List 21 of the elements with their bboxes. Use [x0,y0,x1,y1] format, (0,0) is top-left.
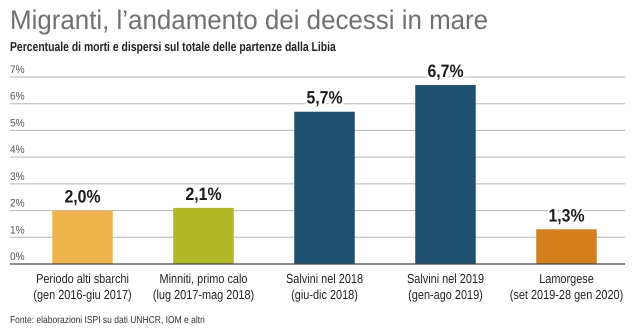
y-tick-label: 2% [10,197,25,210]
y-tick-label: 7% [10,64,25,76]
data-label: 5,7% [306,88,343,108]
y-tick-label: 4% [10,144,25,156]
y-tick-label: 3% [10,170,25,183]
source-note: Fonte: elaborazioni ISPI su dati UNHCR, IOM e altri [10,314,205,326]
chart-title: Migranti, l’andamento dei decessi in mare [10,4,488,36]
data-label: 2,1% [185,184,222,204]
data-label: 2,0% [64,186,101,207]
data-label: 6,7% [427,61,464,82]
x-tick-label: Lamorgese (set 2019-28 gen 2020) [510,271,624,302]
x-tick-label: Salvini nel 2019 (gen-ago 2019) [406,271,484,302]
y-tick-label: 0% [10,250,25,264]
y-tick-label: 5% [10,117,25,130]
x-tick-label: Minniti, primo calo (lug 2017-mag 2018) [152,271,254,302]
x-tick-label: Periodo alti sbarchi (gen 2016-giu 2017) [33,271,132,302]
data-label: 1,3% [548,205,585,226]
x-tick-label: Salvini nel 2018 (giu-dic 2018) [286,271,364,302]
y-tick-label: 1% [10,224,25,236]
chart-subtitle: Percentuale di morti e dispersi sul totale delle partenze dalla Libia [10,40,336,54]
y-tick-label: 6% [10,90,25,103]
